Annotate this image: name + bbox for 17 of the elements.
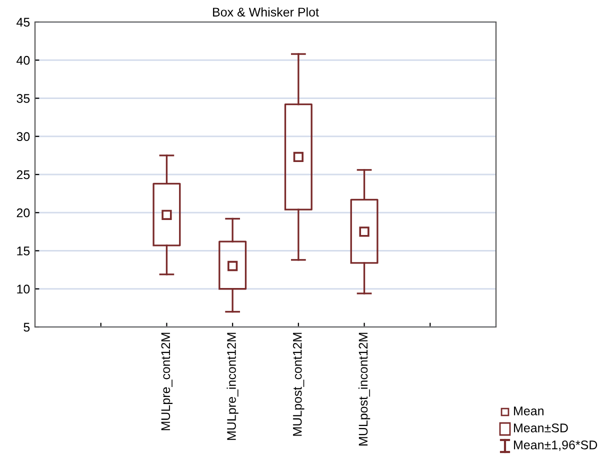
y-tick-label: 10 bbox=[17, 284, 30, 294]
y-tick-label: 15 bbox=[17, 246, 30, 256]
x-tick-label: MULpre_incont12M bbox=[226, 332, 238, 440]
y-tick-label: 20 bbox=[16, 208, 30, 218]
y-tick-label: 5 bbox=[24, 322, 30, 332]
x-tick-label: MULpost_incont12M bbox=[358, 332, 370, 446]
y-tick-label: 25 bbox=[16, 170, 30, 180]
text: Mean±1,96*SD bbox=[514, 440, 598, 451]
x-tick-label: MULpost_cont12M bbox=[292, 332, 304, 436]
text: Mean bbox=[514, 406, 544, 416]
text: Mean±SD bbox=[514, 424, 568, 432]
chart-title: Box & Whisker Plot bbox=[213, 7, 319, 17]
y-tick-label: 40 bbox=[16, 56, 30, 65]
y-tick-label: 45 bbox=[16, 18, 30, 27]
x-tick-label: MULpre_cont12M bbox=[161, 332, 173, 430]
y-tick-label: 30 bbox=[16, 132, 30, 142]
y-tick-label: 35 bbox=[16, 94, 30, 103]
